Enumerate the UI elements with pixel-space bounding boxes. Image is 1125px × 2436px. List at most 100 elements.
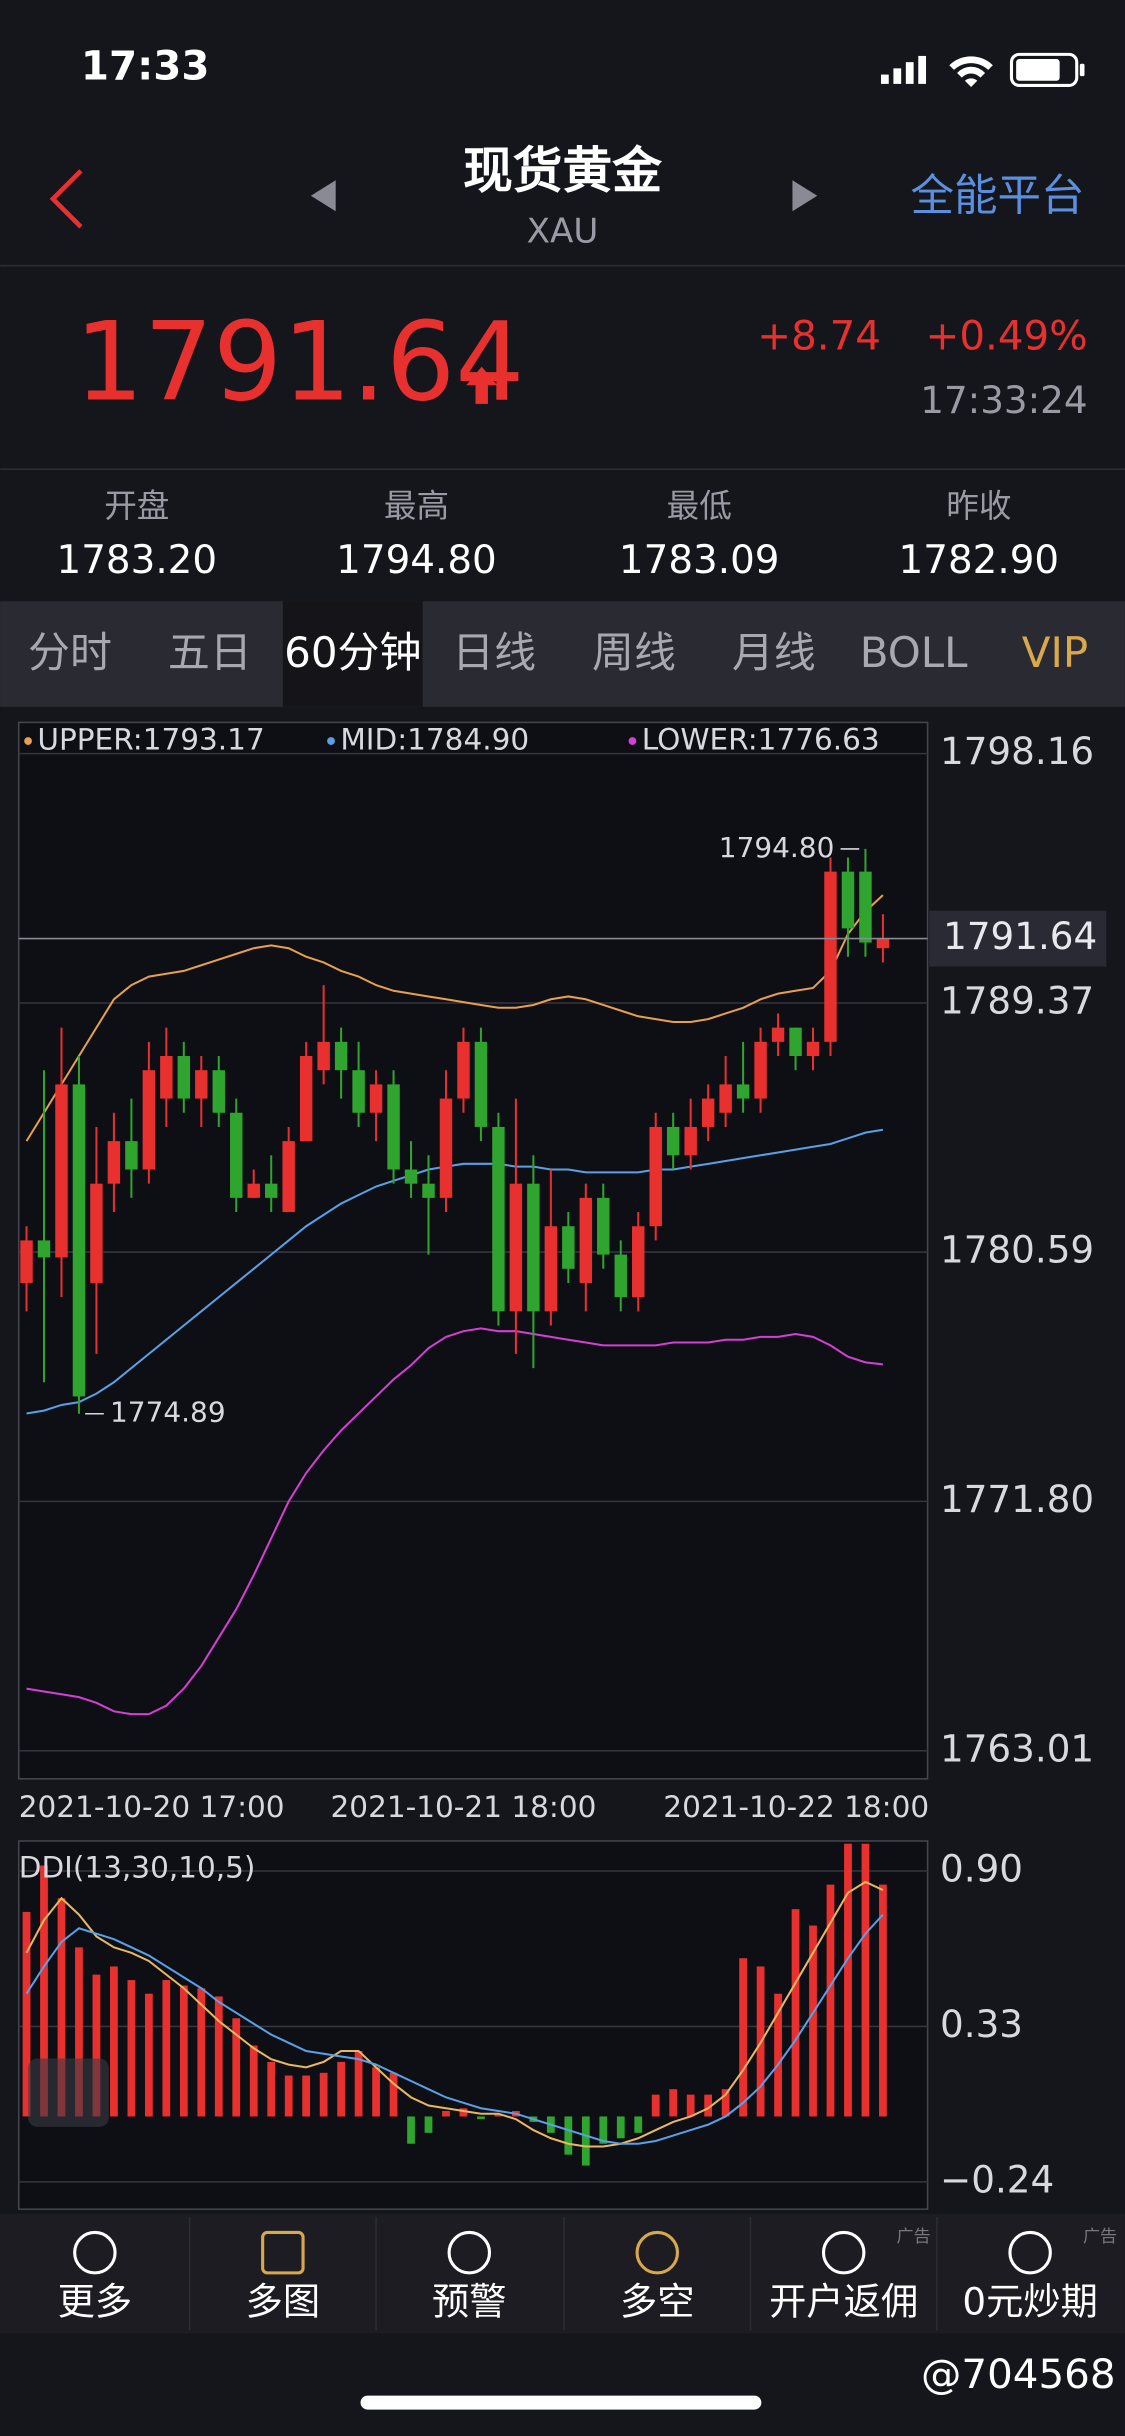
tab[interactable]: BOLL [860,628,968,677]
ddi-bar [442,2110,450,2117]
legend-dot [24,737,32,745]
ddi-bar [127,1980,136,2117]
tab[interactable]: VIP [1022,628,1088,677]
ddi-bar [232,2018,241,2117]
back-button[interactable] [49,169,83,229]
ddi-bar [424,2116,433,2133]
tab[interactable]: 月线 [732,628,816,677]
nav-label[interactable]: 开户返佣 [769,2279,918,2323]
ddi-bar [57,1898,66,2117]
candle-body [317,1041,330,1071]
ddi-bar [721,2089,730,2117]
candle-body [876,938,890,949]
legend-dot [327,737,335,745]
ddi-bar [494,2113,503,2117]
bottom-nav [0,2213,1125,2334]
ddi-bar [564,2116,573,2155]
candle-body [90,1183,103,1283]
last-price-tag [929,910,1107,967]
nav-label[interactable]: 预警 [432,2279,507,2323]
candle-body [632,1226,645,1298]
y-tick-label: 1789.37 [940,978,1094,1022]
ad-tag: 广告 [1083,2227,1117,2247]
ad-tag: 广告 [897,2227,931,2247]
ddi-bar [739,1958,747,2117]
candle-body [230,1112,243,1198]
subtitle: XAU [527,212,599,252]
price: 1791.64 [75,299,525,426]
ddi-bar [179,1985,188,2117]
high-label: 1794.80 [719,831,835,864]
ddi-bar [284,2075,293,2117]
nav-label[interactable]: 0元炒期 [962,2279,1098,2323]
tab[interactable]: 日线 [452,628,536,677]
candle-body [544,1226,558,1312]
y-tick-label: 1780.59 [940,1228,1094,1272]
candle-body [614,1254,627,1298]
candle-body [160,1056,173,1099]
nav-label[interactable]: 多图 [246,2279,321,2323]
ddi-bar [651,2094,660,2117]
candle-body [72,1084,86,1397]
candle-body [684,1126,697,1156]
candle-body [841,871,855,929]
ddi-title: DDI(13,30,10,5) [19,1850,256,1884]
candle-body [439,1098,453,1198]
stat-label: 最低 [667,487,732,525]
nav-icon [821,2230,866,2275]
x-tick-label: 2021-10-20 17:00 [19,1790,285,1824]
tab[interactable]: 分时 [28,628,112,677]
nav-label[interactable]: 更多 [58,2279,133,2323]
tab[interactable]: 五日 [168,628,252,677]
status-icons [880,52,1085,87]
next-button[interactable] [792,180,818,212]
ddi-bar [459,2108,468,2117]
ddi-bar [75,1947,83,2117]
candle-body [37,1240,51,1258]
candle-body [719,1084,732,1113]
candle-body [404,1169,418,1184]
candle-body [125,1141,138,1170]
ddi-bar [144,1993,153,2117]
y-tick-label: 1763.01 [940,1726,1094,1770]
platform-link[interactable]: 全能平台 [910,171,1084,221]
stat-value: 1783.09 [619,538,780,583]
float-toggle[interactable] [28,2058,109,2127]
ddi-bar [704,2094,713,2117]
ddi-bar [214,1996,223,2117]
candle-body [649,1126,662,1227]
candle-body [212,1070,225,1113]
nav-icon [635,2230,680,2275]
y-tick-label: 0.90 [940,1846,1023,1890]
candle-body [806,1041,820,1057]
tab[interactable]: 周线 [592,628,676,677]
candle-body [334,1041,348,1071]
up-arrow [466,366,498,404]
candle-body [282,1141,295,1213]
candle-body [247,1183,260,1198]
candle-body [142,1070,156,1170]
nav-icon [447,2230,492,2275]
title: 现货黄金 [463,141,662,199]
ddi-bar [337,2061,345,2117]
ddi-bar [809,1925,817,2117]
ddi-bar [197,1988,206,2117]
low-label: 1774.89 [110,1396,226,1429]
prev-button[interactable] [310,180,336,212]
candle-body [457,1041,470,1099]
nav-label[interactable]: 多空 [620,2279,695,2323]
ddi-bar [581,2116,590,2166]
ddi-bar [319,2072,328,2117]
candle-body [492,1126,505,1312]
change: +8.74 [757,313,881,360]
candle-body [369,1084,383,1113]
x-tick-label: 2021-10-22 18:00 [663,1790,929,1824]
ddi-bar [162,1980,171,2117]
ddi-bar [407,2116,415,2144]
candle-body [509,1183,523,1312]
x-tick-label: 2021-10-21 18:00 [331,1790,597,1824]
price-panel [17,721,929,1780]
ddi-bar [40,1865,48,2117]
candle-body [55,1084,68,1258]
tab[interactable]: 60分钟 [284,628,421,677]
